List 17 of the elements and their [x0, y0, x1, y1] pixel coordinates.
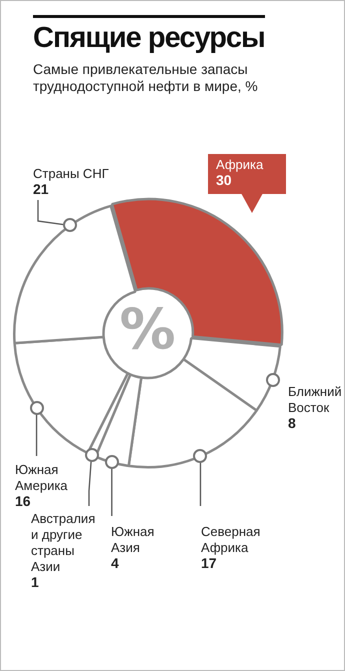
slice-label: Ближний Восток — [288, 384, 342, 415]
slice-label: Северная Африка — [201, 524, 260, 555]
slice-label: Африка — [216, 157, 264, 172]
data-label: 17 — [201, 555, 217, 571]
chart-subtitle: Самые привлекательные запасы труднодоступной нефти в мире, % — [33, 61, 259, 95]
slice-label: Южная Азия — [111, 524, 154, 555]
data-label: 30 — [216, 172, 232, 188]
text: % — [119, 298, 176, 363]
slice-label: Южная Америка — [15, 462, 68, 493]
data-label: 16 — [15, 493, 31, 509]
data-label: 1 — [31, 574, 39, 590]
data-label: 21 — [33, 181, 49, 197]
data-label: 4 — [111, 555, 119, 571]
slice-label: Страны СНГ — [33, 166, 109, 181]
chart-title: Спящие ресурсы — [33, 15, 265, 55]
slice-label: Австралия и другие страны Азии — [31, 511, 96, 574]
data-label: 8 — [288, 415, 296, 431]
